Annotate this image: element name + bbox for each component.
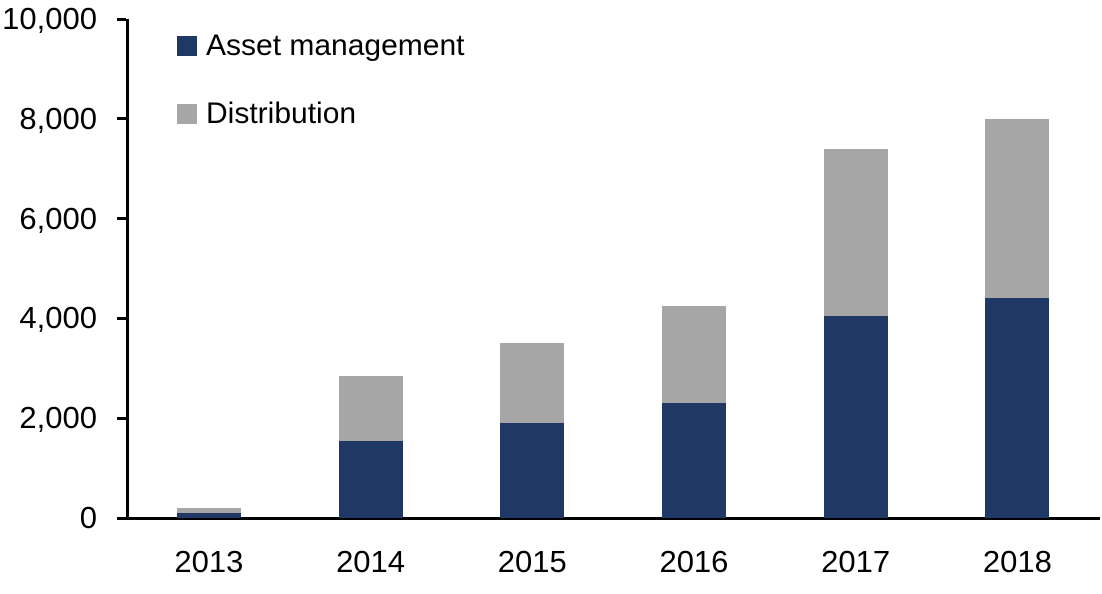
- legend-swatch-asset-management-icon: [177, 36, 197, 56]
- y-axis-tick: [117, 316, 126, 320]
- bar-segment-distribution-2016: [661, 305, 726, 404]
- x-axis-label-2014: 2014: [336, 544, 406, 579]
- x-axis-label-2017: 2017: [821, 544, 891, 579]
- legend-swatch-distribution-icon: [177, 104, 197, 124]
- x-axis-label-2013: 2013: [174, 544, 244, 579]
- y-axis-tick-label: 4,000: [19, 300, 97, 336]
- bar-segment-distribution-2014: [338, 375, 403, 441]
- bar-segment-distribution-2015: [500, 343, 565, 424]
- bar-segment-asset-management-2014: [338, 440, 403, 518]
- y-axis-tick: [117, 516, 126, 520]
- bar-segment-asset-management-2017: [823, 315, 888, 518]
- x-axis-label-2018: 2018: [982, 544, 1052, 579]
- legend-label-asset-management: Asset management: [206, 29, 465, 62]
- y-axis-tick: [117, 17, 126, 21]
- x-axis-label-2016: 2016: [659, 544, 729, 579]
- bar-segment-asset-management-2013: [176, 513, 241, 518]
- bar-segment-asset-management-2016: [661, 403, 726, 518]
- y-axis-tick-label: 0: [79, 500, 97, 535]
- bar-segment-distribution-2017: [823, 148, 888, 316]
- legend-item-distribution: Distribution: [177, 99, 356, 129]
- legend-label-distribution: Distribution: [206, 97, 357, 130]
- bar-segment-distribution-2018: [985, 118, 1050, 299]
- y-axis-tick-label: 10,000: [2, 1, 97, 36]
- y-axis-line: [126, 19, 129, 520]
- bar-segment-asset-management-2015: [500, 423, 565, 518]
- x-axis-line: [126, 517, 1100, 520]
- bar-segment-distribution-2013: [176, 508, 241, 513]
- bar-segment-asset-management-2018: [985, 298, 1050, 518]
- y-axis-tick-label: 2,000: [19, 400, 97, 436]
- y-axis-tick-label: 8,000: [19, 100, 97, 136]
- y-axis-tick: [117, 117, 126, 121]
- x-axis-label-2015: 2015: [497, 544, 567, 579]
- y-axis-tick-label: 6,000: [19, 200, 97, 236]
- y-axis-tick: [117, 416, 126, 420]
- y-axis-tick: [117, 217, 126, 221]
- legend-item-asset-management: Asset management: [177, 31, 464, 61]
